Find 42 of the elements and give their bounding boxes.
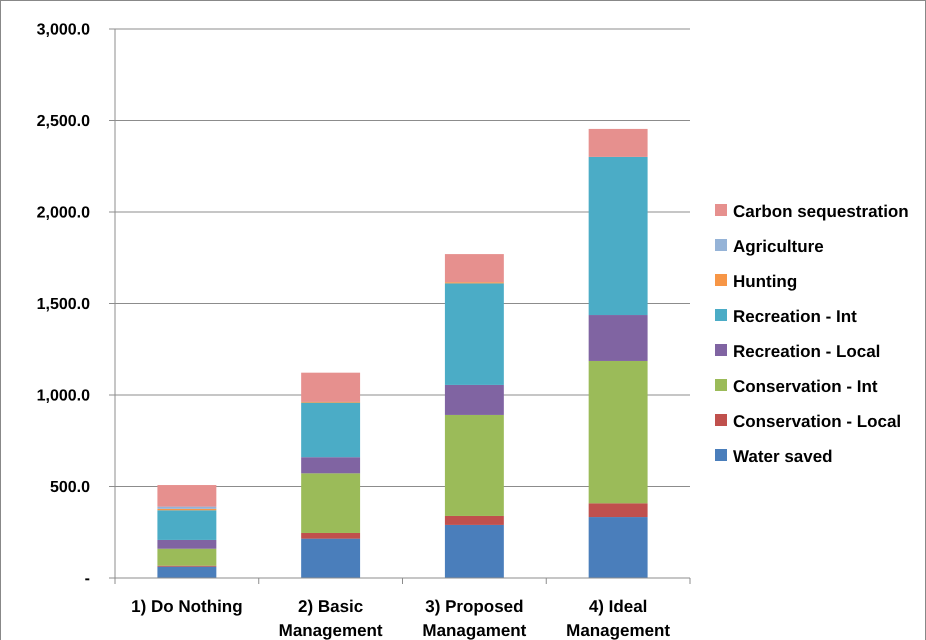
legend-label: Hunting [733, 272, 798, 291]
bar [301, 532, 360, 539]
bar [588, 315, 648, 361]
x-tick-label: 4) Ideal Management [566, 597, 670, 640]
bar [588, 517, 648, 578]
bar [588, 360, 648, 504]
bar [444, 384, 504, 415]
y-tick-label: 1,500.0 [36, 296, 90, 314]
y-tick-label: 2,000.0 [36, 204, 90, 222]
bar [301, 372, 360, 402]
x-tick-label: 1) Do Nothing [131, 597, 243, 616]
y-tick-label: - [84, 570, 90, 588]
legend-label: Conservation - Int [733, 376, 878, 396]
bar [444, 414, 504, 516]
bar [301, 538, 360, 578]
bar [444, 254, 504, 282]
bar [301, 473, 360, 533]
legend-label: Conservation - Local [733, 412, 902, 431]
legend-label: Carbon sequestration [733, 202, 909, 221]
bar [444, 524, 504, 578]
bar [444, 516, 504, 525]
bar [301, 457, 360, 474]
y-tick-label: 2,500.0 [36, 113, 90, 130]
bar [157, 540, 216, 549]
y-tick-label: 3,000.0 [36, 22, 90, 39]
bar [157, 566, 216, 578]
y-tick-label: 500.0 [50, 479, 90, 496]
legend-label: Recreation - Int [733, 306, 858, 326]
bar [157, 510, 216, 540]
bar [444, 283, 504, 385]
bar [157, 548, 216, 566]
bar [157, 485, 216, 507]
bar [588, 503, 648, 518]
bar [301, 402, 360, 458]
x-tick-label: 3) Proposed Managament [422, 597, 527, 640]
bar [588, 156, 648, 316]
x-tick-label: 2) Basic Management [278, 597, 383, 640]
legend-label: Water saved [733, 446, 833, 466]
y-tick-label: 1,000.0 [36, 388, 90, 405]
bar [588, 128, 648, 157]
legend-label: Agriculture [733, 236, 824, 256]
legend-label: Recreation - Local [733, 342, 880, 361]
